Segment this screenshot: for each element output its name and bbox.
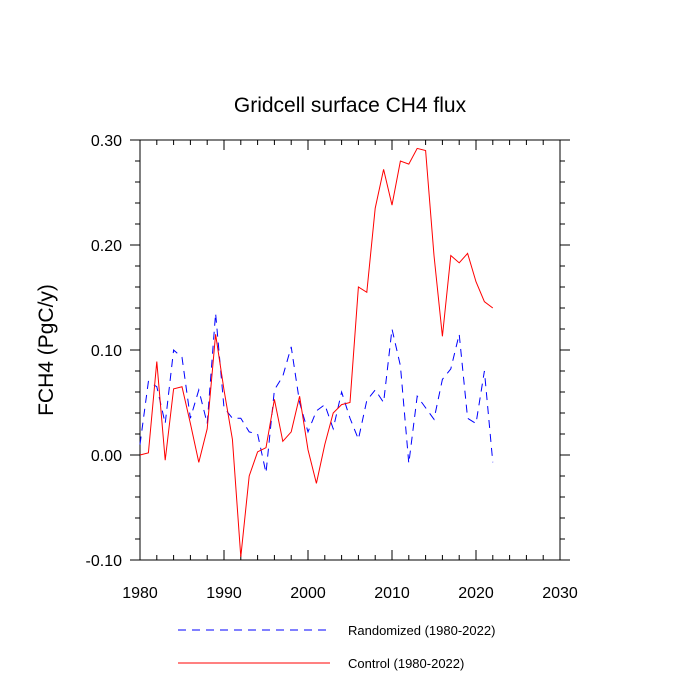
x-tick-label: 2010 xyxy=(374,585,410,602)
x-tick-label: 2020 xyxy=(458,585,494,602)
x-tick-label: 2000 xyxy=(290,585,326,602)
legend: Randomized (1980-2022) Control (1980-2022… xyxy=(178,623,495,671)
y-tick-label: 0.20 xyxy=(91,238,122,255)
series-layer xyxy=(139,147,494,557)
x-axis-ticks: 1980 1990 2000 2010 2020 2030 xyxy=(122,140,578,602)
y-tick-label: 0.30 xyxy=(91,133,122,150)
chart-title: Gridcell surface CH4 flux xyxy=(234,94,467,117)
x-tick-label: 2030 xyxy=(542,585,578,602)
legend-label-control: Control (1980-2022) xyxy=(348,656,464,671)
y-axis-title: FCH4 (PgC/y) xyxy=(35,284,58,416)
x-tick-label: 1990 xyxy=(206,585,242,602)
series-line-control xyxy=(139,147,494,557)
y-axis-ticks: -0.10 0.00 0.10 0.20 0.30 xyxy=(86,133,570,570)
y-tick-label: 0.00 xyxy=(91,448,122,465)
plot-frame xyxy=(139,139,561,561)
y-tick-label: 0.10 xyxy=(91,343,122,360)
series-line-randomized xyxy=(139,313,494,473)
y-tick-label: -0.10 xyxy=(86,553,123,570)
x-tick-label: 1980 xyxy=(122,585,158,602)
legend-label-randomized: Randomized (1980-2022) xyxy=(348,623,495,638)
